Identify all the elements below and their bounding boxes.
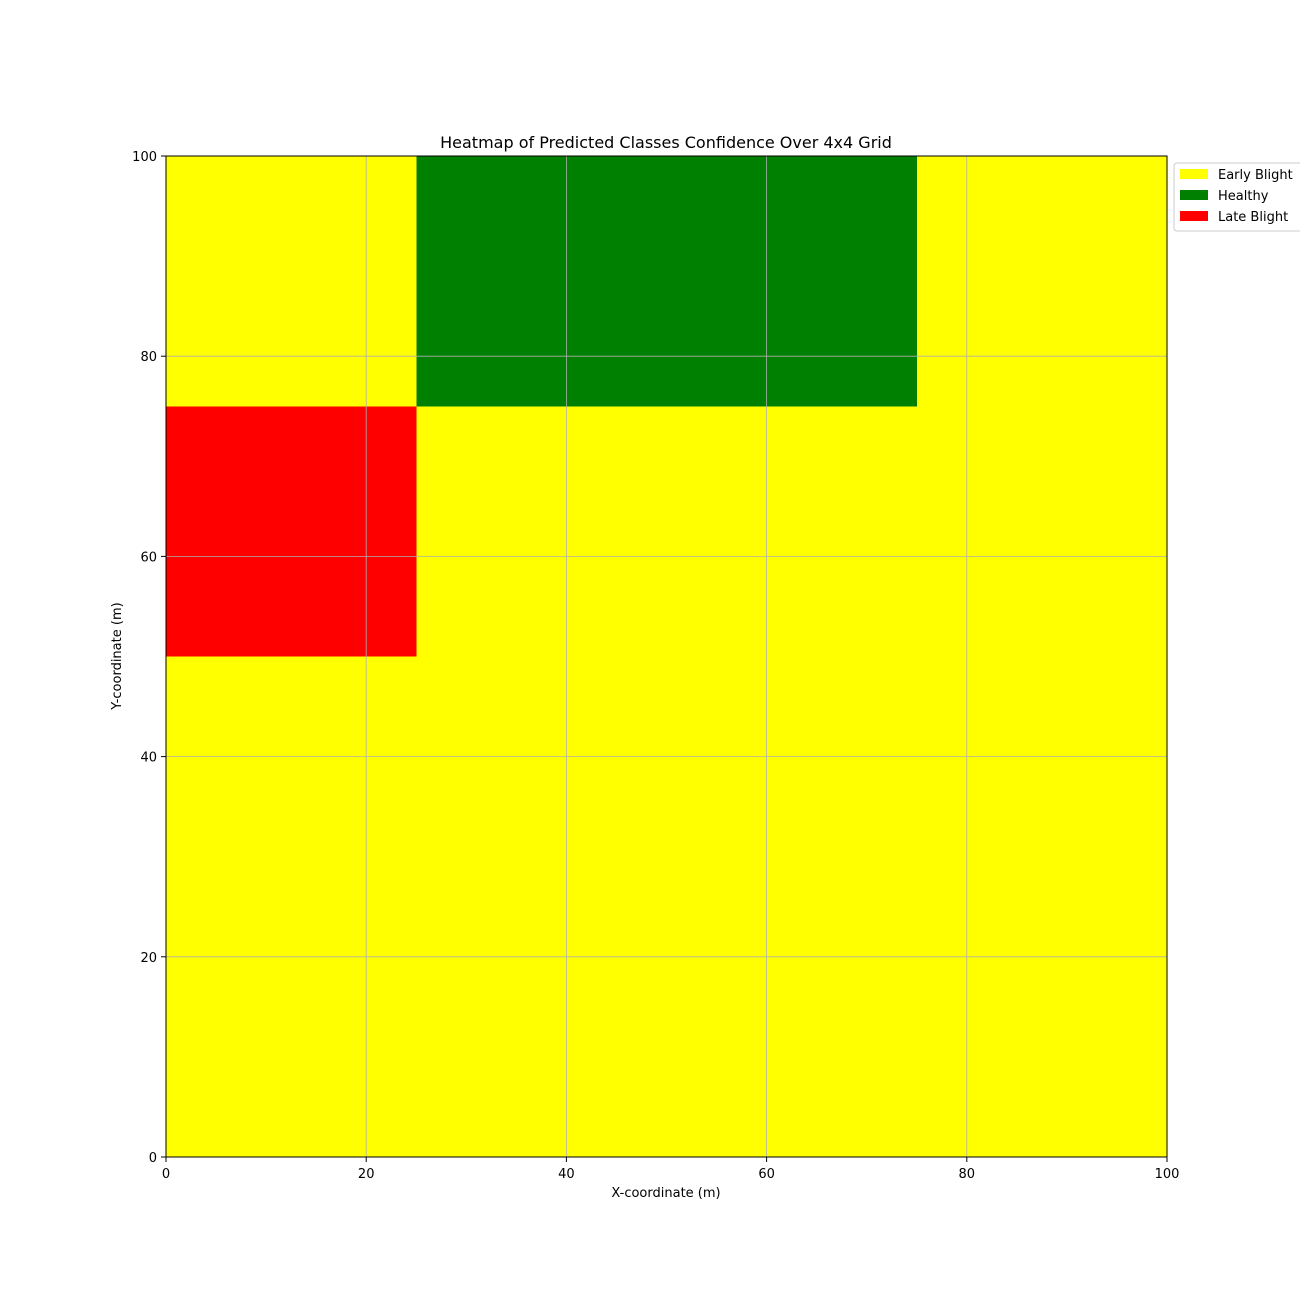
heatmap-cell-r0-c0 [166, 156, 417, 407]
legend-label-2: Late Blight [1218, 210, 1288, 225]
x-tick-label-4: 80 [959, 1167, 976, 1182]
x-tick-label-3: 60 [758, 1167, 775, 1182]
heatmap-cell-r3-c1 [416, 906, 667, 1157]
heatmap-cell-r2-c1 [416, 656, 667, 907]
heatmap-cell-r1-c1 [416, 406, 667, 657]
x-axis-ticks: 0 20 40 60 80 100 [162, 1157, 1180, 1182]
x-tick-label-0: 0 [162, 1167, 170, 1182]
y-tick-label-0: 0 [149, 1151, 157, 1166]
heatmap-cell-r1-c0 [166, 406, 417, 657]
heatmap-cell-r1-c2 [666, 406, 917, 657]
heatmap-cell-r0-c3 [916, 156, 1167, 407]
heatmap-cell-r0-c1 [416, 156, 667, 407]
x-tick-label-1: 20 [358, 1167, 375, 1182]
chart-title: Heatmap of Predicted Classes Confidence … [440, 133, 892, 152]
heatmap-cells [166, 156, 1167, 1157]
plot-frame [165, 155, 1168, 1158]
x-tick-label-5: 100 [1155, 1167, 1180, 1182]
x-axis-label: X-coordinate (m) [611, 1186, 720, 1201]
y-tick-label-1: 20 [140, 951, 157, 966]
heatmap-cell-r2-c3 [916, 656, 1167, 907]
legend-swatch-2 [1180, 211, 1208, 221]
heatmap-cell-r2-c0 [166, 656, 417, 907]
legend-swatch-0 [1180, 169, 1208, 179]
legend-swatch-1 [1180, 190, 1208, 200]
y-tick-label-4: 80 [140, 350, 157, 365]
x-tick-label-2: 40 [558, 1167, 575, 1182]
heatmap-cell-r2-c2 [666, 656, 917, 907]
heatmap-cell-r1-c3 [916, 406, 1167, 657]
y-axis-ticks: 0 20 40 60 80 100 [132, 150, 166, 1166]
heatmap-cell-r0-c2 [666, 156, 917, 407]
y-tick-label-2: 40 [140, 751, 157, 766]
y-tick-label-5: 100 [132, 150, 157, 165]
y-axis-label: Y-coordinate (m) [110, 602, 125, 710]
legend: Early Blight Healthy Late Blight [1173, 162, 1300, 232]
heatmap-cell-r3-c3 [916, 906, 1167, 1157]
heatmap-cell-r3-c2 [666, 906, 917, 1157]
legend-label-1: Healthy [1218, 189, 1269, 204]
legend-label-0: Early Blight [1218, 168, 1293, 183]
heatmap-cell-r3-c0 [166, 906, 417, 1157]
y-tick-label-3: 60 [140, 550, 157, 565]
